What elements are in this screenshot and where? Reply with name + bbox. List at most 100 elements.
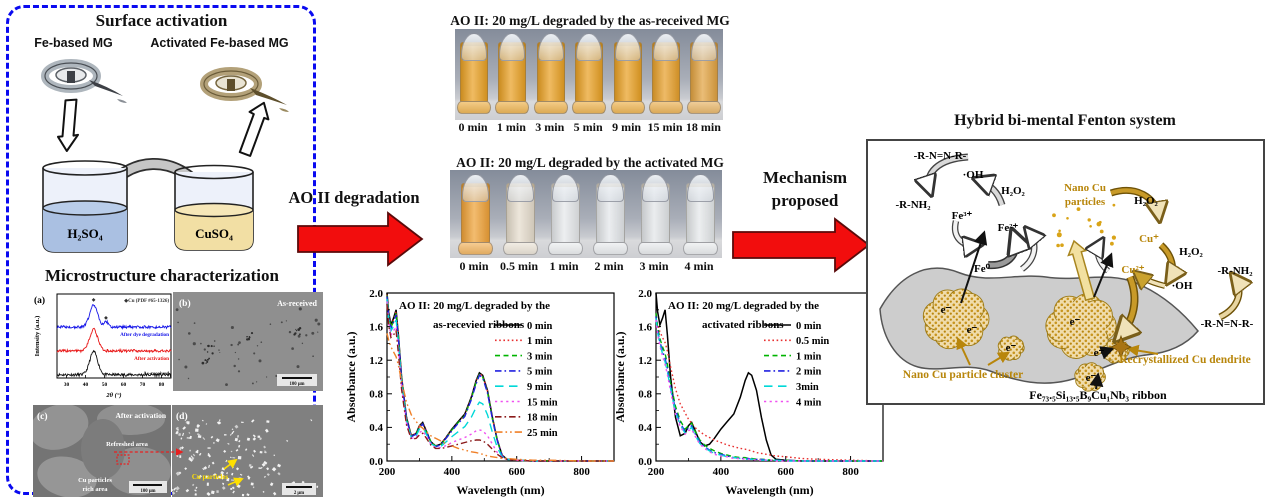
vial-photo-activated: [450, 170, 722, 258]
beaker-h2so4: H₂SO₄: [42, 160, 128, 253]
vial-base: [495, 101, 530, 114]
flow2-arrow-icon: [732, 217, 871, 273]
xrd-tick: 40: [83, 382, 89, 388]
vial-base: [547, 242, 583, 255]
y-tick-label: 2.0: [369, 288, 383, 300]
time-label: 1 min: [549, 259, 579, 273]
cluster-pointer-arrow-icon: [956, 336, 971, 366]
chart-title-line1: AO II: 20 mg/L degraded by the: [668, 300, 819, 312]
flow1-arrow-icon: [297, 211, 424, 267]
vial-base: [649, 101, 683, 114]
y-tick-label: 0.0: [638, 456, 652, 468]
xrd-tick: 30: [64, 382, 70, 388]
electron-label: e⁻: [1006, 342, 1017, 354]
flow1-label: AO II degradation: [288, 188, 420, 207]
legend-label: 1 min: [796, 351, 822, 362]
legend-label: 0.5 min: [796, 336, 829, 347]
time-label: 3 min: [535, 120, 565, 134]
y-axis-label: Absorbance (a.u.): [344, 331, 358, 422]
nano-cu-label-2: particles: [1065, 196, 1106, 208]
rnnr-label: -R-N=N-R-: [1201, 318, 1254, 330]
cu-dendrite-icon: [1110, 334, 1132, 360]
nano-cu-clusters: [922, 288, 1130, 392]
dendrite-pointer-arrow-icon: [1126, 344, 1159, 357]
xrd-ylabel: Intensity (a.u.): [34, 316, 41, 357]
xrd-chart: (a) ◆Cu (PDF #65-1326) 30 40 50 60 70 80 2θ (°…: [34, 293, 172, 399]
panel-c-scalebar: 100 μm: [140, 489, 155, 494]
y-axis-label: Absorbance (a.u.): [613, 331, 627, 422]
vial-photo-as-received: [455, 29, 723, 120]
beakers-graphic: H₂SO₄ CuSO₄: [42, 158, 254, 253]
time-label: 1 min: [496, 120, 526, 134]
electron-arrow-icon: [1099, 346, 1115, 360]
time-label: 5 min: [573, 120, 603, 134]
time-label: 15 min: [647, 120, 683, 134]
panel-b-label: As-received: [277, 299, 317, 308]
vial-base: [592, 242, 628, 255]
panel-b-tag: (b): [179, 298, 191, 309]
cu2-label: Cu²⁺: [1121, 264, 1144, 276]
fe3-label: Fe³⁺: [952, 210, 973, 222]
y-tick-label: 1.2: [369, 355, 383, 367]
xrd-tick: 60: [121, 382, 127, 388]
vial-cap: [596, 174, 624, 202]
nano-cu-particles-dots: [1052, 203, 1116, 250]
y-tick-label: 0.4: [369, 422, 383, 434]
x-tick-label: 600: [508, 466, 525, 478]
series-2min: [655, 316, 883, 462]
up-arrow-icon: [238, 101, 270, 157]
legend-label: 4 min: [796, 397, 822, 408]
fe0-label: Fe⁰: [974, 263, 991, 275]
electron-arrow-icon: [960, 230, 988, 304]
vial-base: [687, 101, 722, 114]
cluster-label: Nano Cu particle cluster: [903, 369, 1023, 381]
reaction-arrows: [929, 153, 1239, 337]
vial-base: [572, 101, 607, 114]
vial-cap: [551, 174, 579, 202]
mechanism-title: Hybrid bi-mental Fenton system: [954, 112, 1176, 129]
flow2-label-line1: Mechanism: [762, 168, 848, 187]
time-label: 2 min: [594, 259, 624, 273]
series-5min: [386, 296, 614, 462]
xrd-curve-label: As-received: [143, 371, 169, 377]
vial-base: [457, 242, 493, 255]
y-tick-label: 1.2: [638, 355, 652, 367]
cu1-label: Cu⁺: [1139, 233, 1159, 245]
vial-base: [610, 101, 645, 114]
cu-peak-marker: ◆: [91, 297, 96, 302]
panel-c-label: After activation: [116, 411, 167, 420]
cu-rich-area-label-2: rich area: [83, 486, 109, 493]
y-tick-label: 1.6: [369, 321, 383, 333]
series-1min: [655, 313, 883, 462]
time-label: 0 min: [459, 259, 489, 273]
xrd-legend: ◆Cu (PDF #65-1326): [123, 298, 169, 304]
vial-cap: [461, 174, 489, 202]
cu-rich-area-label-1: Cu particles: [78, 477, 112, 484]
panel-c-tag: (c): [37, 411, 48, 422]
surface-activation-title: Surface activation: [95, 11, 228, 30]
microstructure-title: Microstructure characterization: [45, 266, 279, 285]
nano-cu-label-1: Nano Cu: [1064, 182, 1106, 194]
vial-cap: [537, 33, 564, 61]
x-axis-label: Wavelength (nm): [725, 483, 813, 497]
vial-cap: [461, 33, 487, 61]
vial-cap: [691, 33, 718, 61]
x-tick-label: 200: [648, 466, 665, 478]
fe-based-mg-label: Fe-based MG: [34, 36, 113, 50]
vial-base: [457, 101, 491, 114]
x-axis-label: Wavelength (nm): [456, 483, 544, 497]
electron-label: e⁻: [1094, 347, 1105, 359]
legend-label: 1 min: [527, 336, 553, 347]
beaker-cuso4: CuSO₄: [174, 164, 254, 251]
activated-fe-based-mg-label: Activated Fe-based MG: [150, 36, 289, 50]
surface-activation-panel: Surface activation Fe-based MG Activated…: [6, 5, 323, 497]
electron-label: e⁻: [1086, 372, 1097, 384]
series-0.5min: [655, 318, 884, 462]
ribbon-pointer-arrow-icon: [1089, 372, 1104, 390]
xrd-curve-2: [56, 303, 172, 331]
y-tick-label: 2.0: [638, 288, 652, 300]
activated-mg-ribbon-icon: [200, 67, 289, 112]
ribbon-composition-label: Fe₇₃.₅Si₁₃.₅B₉Cu₁Nb₃ ribbon: [1029, 388, 1167, 402]
cu-peak-marker: ◆: [103, 315, 108, 320]
y-tick-label: 0.0: [369, 456, 383, 468]
